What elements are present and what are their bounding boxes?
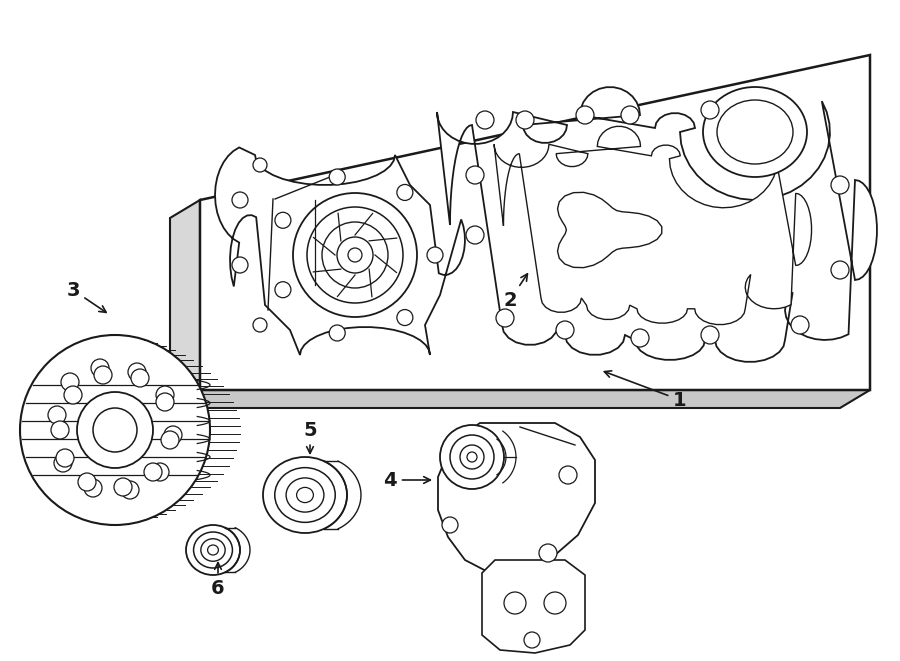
Ellipse shape bbox=[348, 248, 362, 262]
Ellipse shape bbox=[556, 321, 574, 339]
Ellipse shape bbox=[544, 592, 566, 614]
Ellipse shape bbox=[631, 329, 649, 347]
Ellipse shape bbox=[194, 532, 232, 568]
Text: 5: 5 bbox=[303, 420, 317, 453]
Ellipse shape bbox=[322, 222, 388, 288]
Ellipse shape bbox=[329, 325, 346, 341]
Ellipse shape bbox=[263, 457, 347, 533]
Ellipse shape bbox=[77, 392, 153, 468]
Ellipse shape bbox=[466, 166, 484, 184]
Polygon shape bbox=[170, 390, 870, 408]
Ellipse shape bbox=[831, 261, 849, 279]
Ellipse shape bbox=[164, 426, 182, 444]
Polygon shape bbox=[494, 126, 812, 325]
Ellipse shape bbox=[701, 326, 719, 344]
Polygon shape bbox=[215, 147, 465, 355]
Ellipse shape bbox=[516, 111, 534, 129]
Text: 3: 3 bbox=[67, 280, 106, 313]
Ellipse shape bbox=[51, 421, 69, 439]
Ellipse shape bbox=[504, 592, 526, 614]
Ellipse shape bbox=[539, 544, 557, 562]
Ellipse shape bbox=[56, 449, 74, 467]
Ellipse shape bbox=[201, 539, 225, 561]
Text: 1: 1 bbox=[604, 371, 687, 410]
Ellipse shape bbox=[93, 408, 137, 452]
Ellipse shape bbox=[496, 309, 514, 327]
Ellipse shape bbox=[466, 226, 484, 244]
Polygon shape bbox=[557, 192, 662, 268]
Ellipse shape bbox=[121, 481, 139, 499]
Ellipse shape bbox=[232, 192, 248, 208]
Ellipse shape bbox=[559, 466, 577, 484]
Ellipse shape bbox=[307, 207, 403, 303]
Text: 6: 6 bbox=[212, 563, 225, 598]
Ellipse shape bbox=[440, 425, 504, 489]
Ellipse shape bbox=[232, 257, 248, 273]
Ellipse shape bbox=[460, 445, 484, 469]
Ellipse shape bbox=[293, 193, 417, 317]
Ellipse shape bbox=[78, 473, 96, 491]
Ellipse shape bbox=[208, 545, 219, 555]
Ellipse shape bbox=[151, 463, 169, 481]
Ellipse shape bbox=[48, 406, 66, 424]
Ellipse shape bbox=[131, 369, 149, 387]
Ellipse shape bbox=[20, 335, 210, 525]
Text: 2: 2 bbox=[503, 274, 527, 309]
Ellipse shape bbox=[114, 478, 132, 496]
Ellipse shape bbox=[337, 237, 373, 273]
Ellipse shape bbox=[253, 158, 267, 172]
Polygon shape bbox=[437, 87, 877, 362]
Polygon shape bbox=[200, 55, 870, 390]
Ellipse shape bbox=[397, 184, 413, 200]
Ellipse shape bbox=[161, 431, 179, 449]
Ellipse shape bbox=[274, 282, 291, 297]
Ellipse shape bbox=[128, 363, 146, 381]
Ellipse shape bbox=[54, 454, 72, 472]
Ellipse shape bbox=[84, 479, 102, 497]
Ellipse shape bbox=[701, 101, 719, 119]
Ellipse shape bbox=[274, 467, 335, 522]
Ellipse shape bbox=[64, 386, 82, 404]
Ellipse shape bbox=[297, 487, 313, 502]
Ellipse shape bbox=[621, 106, 639, 124]
Ellipse shape bbox=[329, 169, 346, 185]
Ellipse shape bbox=[703, 87, 807, 177]
Ellipse shape bbox=[144, 463, 162, 481]
Ellipse shape bbox=[467, 452, 477, 462]
Ellipse shape bbox=[286, 478, 324, 512]
Ellipse shape bbox=[186, 525, 240, 575]
Ellipse shape bbox=[215, 543, 231, 557]
Ellipse shape bbox=[450, 435, 494, 479]
Ellipse shape bbox=[91, 359, 109, 377]
Ellipse shape bbox=[524, 632, 540, 648]
Ellipse shape bbox=[274, 212, 291, 228]
Polygon shape bbox=[170, 200, 200, 408]
Ellipse shape bbox=[61, 373, 79, 391]
Ellipse shape bbox=[427, 247, 443, 263]
Polygon shape bbox=[438, 423, 595, 573]
Ellipse shape bbox=[476, 111, 494, 129]
Ellipse shape bbox=[94, 366, 112, 384]
Polygon shape bbox=[482, 560, 585, 653]
Ellipse shape bbox=[442, 517, 458, 533]
Ellipse shape bbox=[717, 100, 793, 164]
Text: 4: 4 bbox=[383, 471, 430, 490]
Ellipse shape bbox=[791, 316, 809, 334]
Ellipse shape bbox=[397, 309, 413, 326]
Ellipse shape bbox=[253, 318, 267, 332]
Ellipse shape bbox=[306, 484, 331, 506]
Ellipse shape bbox=[156, 386, 174, 404]
Ellipse shape bbox=[831, 176, 849, 194]
Ellipse shape bbox=[156, 393, 174, 411]
Ellipse shape bbox=[576, 106, 594, 124]
